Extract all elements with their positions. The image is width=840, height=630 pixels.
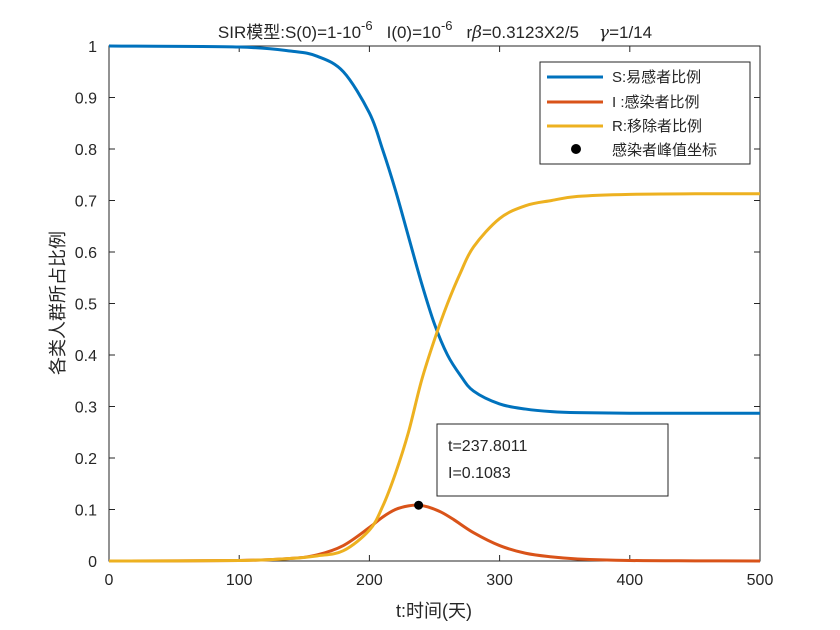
legend-label-peak: 感染者峰值坐标 <box>612 142 717 159</box>
legend-label-i: I :感染者比例 <box>612 94 700 111</box>
peak-marker <box>414 500 424 510</box>
peak-marker-group <box>414 500 424 510</box>
x-tick-label: 500 <box>747 572 774 589</box>
legend-marker-peak <box>571 144 581 154</box>
y-tick-label: 0.9 <box>75 91 97 108</box>
y-tick-label: 0.5 <box>75 297 97 314</box>
y-axis-ticks: 0 0.1 0.2 0.3 0.4 0.5 0.6 0.7 0.8 0.9 1 <box>75 39 760 571</box>
x-tick-label: 200 <box>356 572 383 589</box>
series-s-line <box>108 44 760 415</box>
annotation-line-t: t=237.8011 <box>448 438 527 455</box>
x-tick-label: 400 <box>616 572 643 589</box>
chart-title: SIR模型:S(0)=1-10-6 I(0)=10-6 rβ=0.3123X2/5 γ… <box>218 18 652 43</box>
x-axis-ticks: 0 100 200 300 400 500 <box>105 46 774 589</box>
y-tick-label: 0.2 <box>75 451 97 468</box>
annotation-box <box>436 423 669 497</box>
y-tick-label: 0.8 <box>75 142 97 159</box>
series-r-line <box>108 192 761 563</box>
legend: S:易感者比例 I :感染者比例 R:移除者比例 感染者峰值坐标 <box>539 61 751 165</box>
x-tick-label: 300 <box>486 572 513 589</box>
x-tick-label: 100 <box>226 572 253 589</box>
legend-label-s: S:易感者比例 <box>612 69 701 86</box>
y-tick-label: 0.1 <box>75 503 97 520</box>
legend-label-r: R:移除者比例 <box>612 118 702 135</box>
series-lines <box>108 44 761 563</box>
y-tick-label: 0.4 <box>75 348 97 365</box>
y-tick-label: 0.7 <box>75 194 97 211</box>
y-axis-label: 各类人群所占比例 <box>48 231 68 375</box>
y-tick-label: 0.3 <box>75 400 97 417</box>
x-tick-label: 0 <box>105 572 114 589</box>
y-tick-label: 1 <box>88 39 97 56</box>
y-tick-label: 0 <box>88 554 97 571</box>
annotation-line-i: I=0.1083 <box>448 465 511 482</box>
peak-annotation: t=237.8011 I=0.1083 <box>436 423 669 497</box>
y-tick-label: 0.6 <box>75 245 97 262</box>
x-axis-label: t:时间(天) <box>396 601 472 621</box>
